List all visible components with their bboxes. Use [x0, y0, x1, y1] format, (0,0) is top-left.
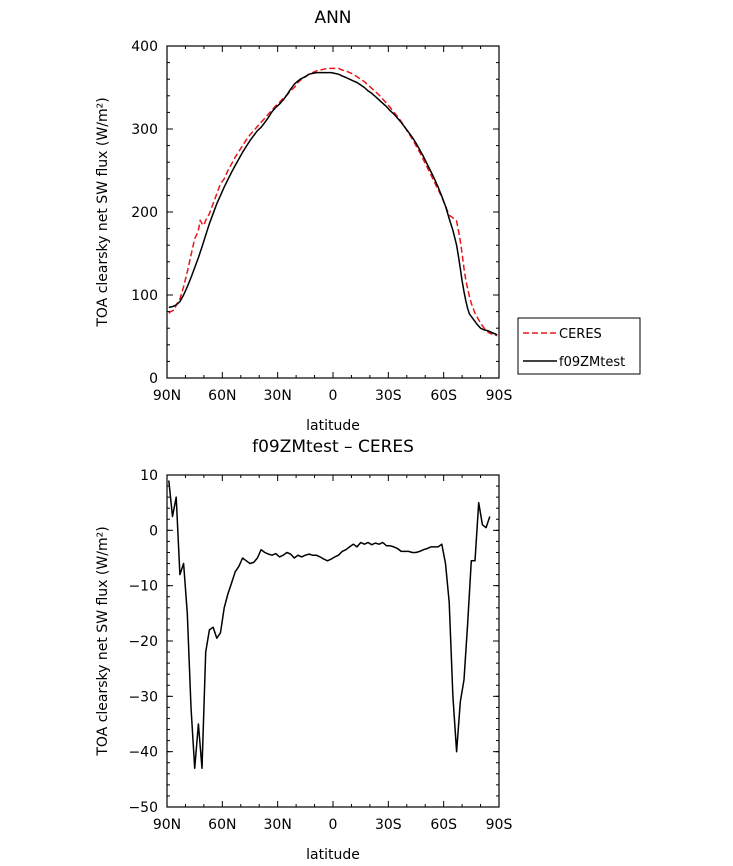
top-plot-frame	[166, 45, 500, 379]
bottom-x-axis-label: latitude	[306, 847, 360, 863]
top-y-tick-label: 0	[149, 371, 158, 387]
top-y-tick-label: 100	[131, 288, 158, 304]
top-y-tick-label: 400	[131, 39, 158, 55]
top-x-axis-label: latitude	[306, 418, 360, 434]
bottom-y-tick-label: 0	[149, 523, 158, 539]
bottom-plot-area: 90N 60N 30N 0 30S 60S 90S 10 0 −10 −20 −30 −40 −50	[128, 468, 512, 833]
bottom-plot-frame	[166, 474, 500, 808]
top-series-line-0	[168, 67, 498, 337]
bottom-y-tick-label: −10	[128, 579, 158, 595]
top-chart-title: ANN	[314, 8, 351, 28]
bottom-x-tick-label: 0	[329, 817, 338, 833]
legend-box	[517, 317, 641, 375]
top-y-tick-label: 200	[131, 205, 158, 221]
top-panel: ANN 90N 60N 30N 0 30S 60S 90S 0 100 200 300 400 lat…	[95, 8, 641, 434]
top-x-tick-label: 30S	[375, 388, 402, 404]
top-legend: CERES f09ZMtest	[517, 317, 641, 375]
top-x-tick-label: 60S	[430, 388, 457, 404]
bottom-x-tick-label: 30S	[375, 817, 402, 833]
top-y-axis-label: TOA clearsky net SW flux (W/m²)	[95, 97, 111, 327]
bottom-y-tick-label: −20	[128, 634, 158, 650]
top-x-tick-label: 90S	[486, 388, 513, 404]
bottom-y-tick-label: −40	[128, 745, 158, 761]
bottom-panel: f09ZMtest – CERES 90N 60N 30N 0 30S 60S 90S 10 0…	[95, 437, 512, 863]
bottom-y-tick-label: 10	[140, 468, 158, 484]
top-x-tick-label: 0	[329, 388, 338, 404]
bottom-x-tick-label: 90N	[153, 817, 181, 833]
legend-label-f09zmtest: f09ZMtest	[559, 355, 625, 370]
top-plot-area: 90N 60N 30N 0 30S 60S 90S 0 100 200 300 400	[131, 39, 512, 404]
bottom-y-tick-label: −50	[128, 800, 158, 816]
legend-label-ceres: CERES	[559, 327, 602, 342]
bottom-series-line-0	[168, 480, 491, 770]
bottom-y-tick-label: −30	[128, 689, 158, 705]
top-x-tick-label: 90N	[153, 388, 181, 404]
top-x-tick-label: 30N	[264, 388, 292, 404]
bottom-x-tick-label: 90S	[486, 817, 513, 833]
bottom-x-tick-label: 60S	[430, 817, 457, 833]
bottom-x-tick-label: 60N	[208, 817, 236, 833]
top-series-line-1	[168, 71, 498, 336]
bottom-x-tick-label: 30N	[264, 817, 292, 833]
top-x-tick-label: 60N	[208, 388, 236, 404]
bottom-chart-title: f09ZMtest – CERES	[252, 437, 414, 457]
top-y-tick-label: 300	[131, 122, 158, 138]
bottom-y-axis-label: TOA clearsky net SW flux (W/m²)	[95, 526, 111, 756]
